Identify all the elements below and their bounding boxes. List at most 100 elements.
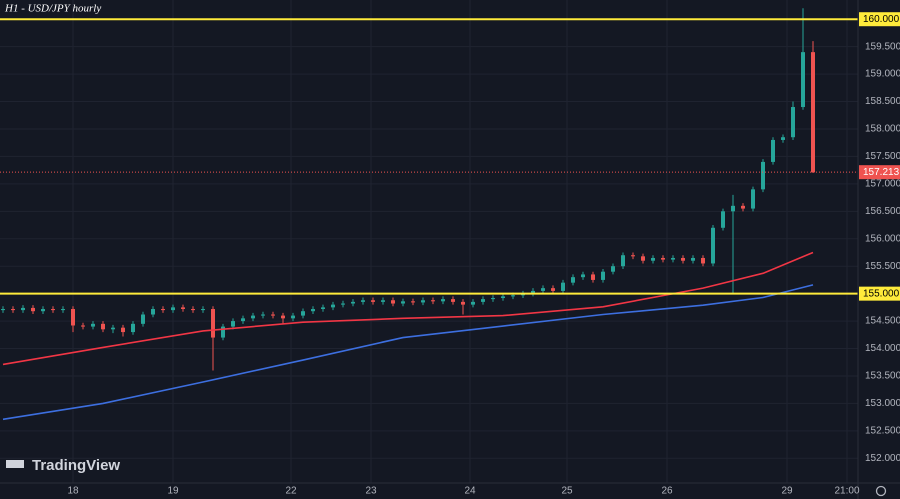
- candle-body: [171, 307, 175, 311]
- y-tick-label: 152.000: [865, 453, 900, 464]
- y-tick-label: 152.500: [865, 425, 900, 436]
- candle-body: [161, 309, 165, 311]
- candle-body: [621, 255, 625, 267]
- y-tick-label: 153.500: [865, 371, 900, 382]
- y-tick-label: 159.000: [865, 69, 900, 80]
- y-tick-label: 154.000: [865, 343, 900, 354]
- candle-body: [221, 326, 225, 338]
- candle-body: [321, 307, 325, 310]
- y-tick-label: 158.500: [865, 96, 900, 107]
- candle-body: [91, 323, 95, 327]
- candle-body: [811, 52, 815, 173]
- candle-body: [271, 314, 275, 316]
- candle-body: [421, 300, 425, 303]
- candle-body: [21, 307, 25, 311]
- y-tick-label: 153.000: [865, 398, 900, 409]
- level-label: 155.000: [863, 288, 900, 299]
- candle-body: [281, 315, 285, 319]
- moving-average: [2, 284, 814, 421]
- x-tick-label: 21:00: [834, 486, 859, 497]
- candle-body: [601, 271, 605, 280]
- candle-body: [761, 161, 765, 190]
- candle-body: [401, 301, 405, 304]
- candle-body: [641, 256, 645, 261]
- candle-body: [381, 300, 385, 302]
- candle-body: [691, 257, 695, 261]
- candle-body: [541, 288, 545, 291]
- candle-body: [701, 257, 705, 264]
- candle-body: [561, 282, 565, 291]
- candle-body: [191, 309, 195, 311]
- candle-body: [31, 307, 35, 312]
- candle-body: [651, 257, 655, 261]
- candle-body: [451, 299, 455, 302]
- price-label: 157.213: [863, 167, 900, 178]
- candle-body: [751, 189, 755, 209]
- candle-body: [71, 309, 75, 326]
- logo: TradingView: [6, 457, 120, 474]
- candle-body: [211, 309, 215, 338]
- candle-body: [501, 296, 505, 299]
- candle-body: [781, 137, 785, 140]
- x-tick-label: 24: [464, 486, 476, 497]
- x-tick-label: 23: [365, 486, 377, 497]
- candle-body: [11, 309, 15, 311]
- candle-body: [631, 255, 635, 257]
- candle-body: [241, 318, 245, 322]
- candle-body: [261, 314, 265, 316]
- candle-body: [101, 323, 105, 330]
- candle-body: [291, 315, 295, 319]
- candle-body: [51, 309, 55, 311]
- y-tick-label: 156.500: [865, 206, 900, 217]
- x-tick-label: 19: [167, 486, 179, 497]
- candle-body: [411, 301, 415, 303]
- candle-body: [531, 290, 535, 294]
- candle-body: [361, 300, 365, 302]
- candle-body: [611, 266, 615, 272]
- candle-body: [801, 52, 805, 108]
- candle-body: [661, 257, 665, 260]
- candle-body: [61, 309, 65, 311]
- candle-body: [431, 300, 435, 302]
- candle-body: [711, 227, 715, 264]
- candle-body: [41, 309, 45, 312]
- candle-body: [201, 309, 205, 311]
- candle-body: [251, 315, 255, 319]
- candle-body: [511, 295, 515, 297]
- x-tick-label: 22: [285, 486, 297, 497]
- candle-body: [351, 301, 355, 304]
- x-tick-label: 18: [67, 486, 79, 497]
- level-label-box: [859, 286, 900, 301]
- candle-body: [111, 327, 115, 330]
- candle-body: [301, 311, 305, 316]
- logo-mark: [6, 460, 24, 468]
- candle-body: [791, 107, 795, 138]
- candle-body: [471, 301, 475, 305]
- y-tick-label: 156.000: [865, 233, 900, 244]
- candle-body: [231, 321, 235, 327]
- y-tick-label: 155.500: [865, 261, 900, 272]
- candle-body: [141, 314, 145, 324]
- candle-body: [461, 301, 465, 305]
- candle-body: [771, 139, 775, 162]
- candle-body: [481, 299, 485, 302]
- candle-body: [311, 309, 315, 312]
- settings-icon[interactable]: [875, 485, 887, 497]
- candle-body: [571, 277, 575, 283]
- candle-body: [1, 309, 5, 311]
- candle-body: [491, 298, 495, 300]
- candle-body: [551, 288, 555, 291]
- candle-body: [121, 327, 125, 333]
- y-tick-label: 157.500: [865, 151, 900, 162]
- price-label-box: [859, 165, 900, 180]
- candle-body: [671, 257, 675, 260]
- y-tick-label: 159.500: [865, 41, 900, 52]
- candle-body: [731, 205, 735, 212]
- candle-body: [591, 274, 595, 280]
- moving-average: [2, 251, 814, 366]
- chart-title: H1 - USD/JPY hourly: [4, 3, 101, 15]
- y-tick-label: 154.500: [865, 316, 900, 327]
- candle-body: [181, 307, 185, 310]
